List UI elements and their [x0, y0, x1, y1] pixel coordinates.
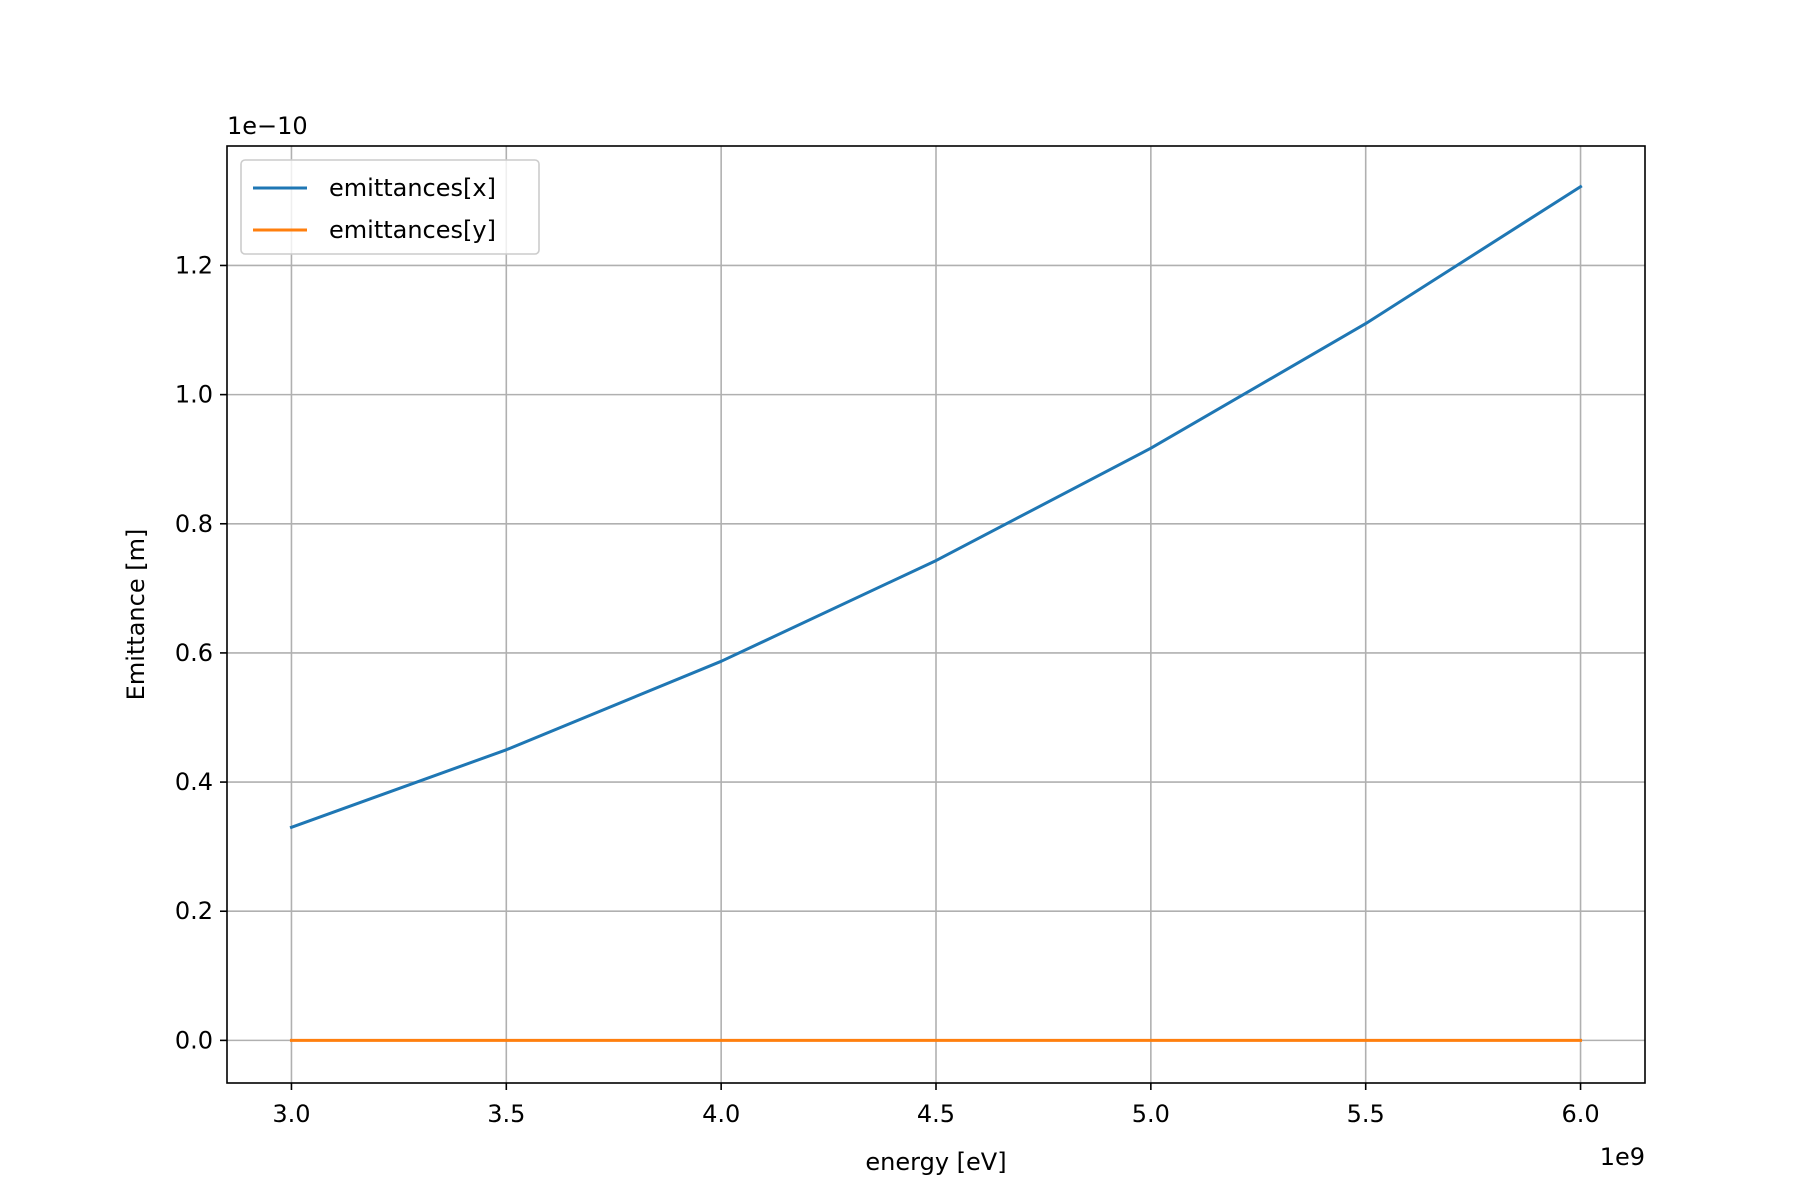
legend-box	[240, 159, 540, 255]
legend: emittances[x] emittances[y]	[240, 159, 540, 255]
y-tick-label: 0.2	[175, 897, 213, 925]
y-tick-label: 0.8	[175, 510, 213, 538]
y-axis-label: Emittance [m]	[122, 529, 150, 701]
ticks: 3.0 3.5 4.0 4.5 5.0 5.5 6.0 0.0 0.2 0.4 0.6 0.8 1.0 1…	[175, 251, 1600, 1128]
series-line-emittances-x	[289, 184, 1583, 830]
y-tick-label: 0.0	[175, 1026, 213, 1054]
x-tick-label: 3.0	[272, 1100, 310, 1128]
x-offset-label: 1e9	[1600, 1143, 1645, 1171]
y-tick-label: 0.6	[175, 639, 213, 667]
legend-label: emittances[x]	[329, 174, 496, 202]
x-tick-label: 5.5	[1347, 1100, 1385, 1128]
x-axis-label: energy [eV]	[865, 1148, 1006, 1176]
y-offset-label: 1e−10	[227, 112, 308, 140]
x-tick-label: 5.0	[1132, 1100, 1170, 1128]
x-tick-label: 3.5	[487, 1100, 525, 1128]
y-tick-label: 0.4	[175, 768, 213, 796]
x-tick-label: 4.5	[917, 1100, 955, 1128]
legend-label: emittances[y]	[329, 216, 496, 244]
x-tick-label: 6.0	[1561, 1100, 1599, 1128]
x-tick-label: 4.0	[702, 1100, 740, 1128]
y-tick-label: 1.0	[175, 381, 213, 409]
plot-area	[289, 184, 1583, 1042]
y-tick-label: 1.2	[175, 251, 213, 279]
